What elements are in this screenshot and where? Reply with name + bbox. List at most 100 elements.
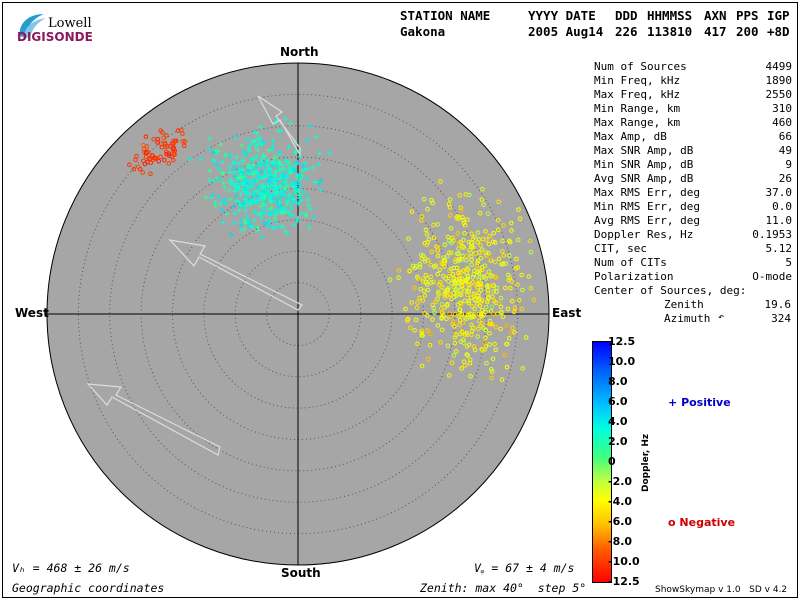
positive-point [270,138,276,144]
negative-point [148,171,153,177]
negative-point [455,231,461,236]
positive-point [206,177,212,183]
negative-point [476,326,481,332]
header-label-axn: AXN [704,8,727,23]
positive-point [216,194,222,200]
positive-point [240,180,246,186]
negative-point [455,302,461,308]
negative-point [471,344,477,349]
stat-row: Polarization O-mode [594,270,792,284]
negative-point [460,337,466,343]
positive-point [261,182,267,188]
negative-point [425,276,430,282]
negative-point [422,293,427,298]
positive-point [253,154,259,160]
negative-point [517,216,523,222]
positive-point [283,116,289,122]
positive-point [247,165,253,171]
positive-point [223,200,229,206]
stat-value: 49 [778,144,792,157]
negative-point [491,289,496,294]
positive-point [251,195,257,201]
positive-point [307,123,313,129]
positive-point [250,171,256,177]
stat-label: Max Range, km [594,116,681,129]
negative-point [436,289,441,295]
colorbar-tick-label: 10.0 [608,355,636,368]
positive-point [265,219,271,225]
negative-point [504,341,509,347]
negative-point [515,265,521,270]
negative-point [158,128,163,133]
positive-point [246,191,252,197]
header-value-pps: 200 [736,24,759,39]
stat-label: Num of Sources [594,60,687,73]
negative-point [162,157,167,163]
positive-point [317,187,323,193]
positive-point [250,156,256,162]
positive-point [244,164,250,170]
positive-point [262,220,268,226]
negative-point [527,238,533,244]
positive-point [252,138,258,144]
plus-marker-icon: + [668,396,678,409]
negative-point [483,327,489,333]
negative-point [485,288,491,293]
negative-point [485,290,491,296]
negative-point [479,275,485,280]
negative-point [466,312,471,317]
positive-point [211,149,217,155]
negative-point [158,154,163,160]
positive-point [269,205,275,211]
negative-point [412,285,417,291]
negative-point [466,314,472,320]
negative-point [469,254,474,259]
negative-point [445,343,451,349]
positive-point [274,224,280,230]
negative-point [180,139,186,144]
positive-point [277,183,283,189]
compass-east: East [552,306,582,320]
positive-point [270,144,276,150]
negative-point [484,299,490,305]
negative-point [500,238,505,244]
stat-row: Min Freq, kHz 1890 [594,74,792,88]
negative-point [447,238,452,244]
negative-point [445,301,450,307]
negative-point [417,295,422,301]
negative-point [510,325,515,331]
negative-point [135,164,141,170]
negative-point [461,245,466,250]
negative-point [455,291,461,296]
stat-value: O-mode [752,270,792,283]
positive-point [304,193,310,199]
negative-point [175,128,181,133]
negative-point [485,272,490,278]
positive-point [279,166,285,172]
positive-point [268,174,274,180]
negative-point [462,363,468,368]
positive-point [283,158,289,164]
positive-point [239,157,245,163]
negative-point [170,157,176,163]
positive-point [266,223,272,229]
negative-point [460,320,466,326]
negative-point [166,151,172,156]
stat-row: Doppler Res, Hz 0.1953 [594,228,792,242]
positive-point [236,161,242,167]
stat-row: Max Freq, kHz 2550 [594,88,792,102]
negative-point [435,271,440,277]
negative-point [479,197,485,202]
negative-point [457,322,462,328]
negative-point [436,292,442,297]
negative-point [472,306,477,312]
positive-point [249,183,255,189]
negative-point [171,145,176,151]
negative-point [448,226,454,231]
negative-point [479,264,485,270]
positive-point [242,218,248,224]
negative-point [458,239,464,245]
negative-point [456,246,461,251]
negative-point [476,318,482,324]
